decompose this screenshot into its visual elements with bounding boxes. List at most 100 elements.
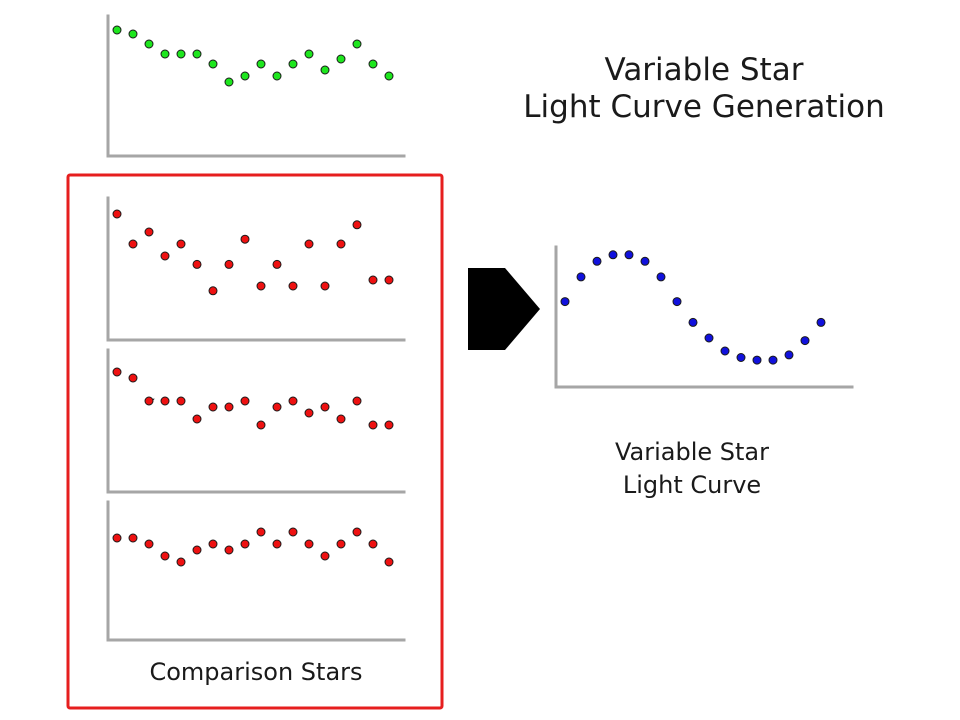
target-star-point-18 [384,71,394,81]
diagram-title-line-1: Variable Star [605,52,804,88]
comparison-star-1-point-9 [240,234,250,244]
variable-star-point-4 [608,250,618,260]
comparison-stars-caption: Comparison Stars [149,658,362,686]
comparison-star-3-point-10 [256,527,266,537]
variable-star-point-14 [768,355,778,365]
comparison-star-2-point-1 [112,367,122,377]
comparison-star-2-point-3 [144,396,154,406]
comparison-star-2-point-5 [176,396,186,406]
variable-star-point-7 [656,272,666,282]
diagram-title-line-2: Light Curve Generation [523,89,884,125]
comparison-star-3-point-4 [160,551,170,561]
comparison-star-2-point-17 [368,420,378,430]
comparison-star-2-point-11 [272,402,282,412]
variable-star-point-16 [800,336,810,346]
comparison-star-1-point-14 [320,281,330,291]
comparison-star-3-point-18 [384,557,394,567]
comparison-star-2-point-12 [288,396,298,406]
comparison-star-2-point-15 [336,414,346,424]
comparison-star-2-point-16 [352,396,362,406]
variable-star-point-2 [576,272,586,282]
comparison-star-1-point-4 [160,251,170,261]
target-star-point-14 [320,65,330,75]
comparison-star-2-axes [106,348,406,494]
target-star-point-15 [336,54,346,64]
comparison-star-3-point-7 [208,539,218,549]
comparison-star-3-point-13 [304,539,314,549]
variable-star-point-12 [736,353,746,362]
target-star-point-6 [192,49,202,59]
comparison-star-1-point-12 [288,281,298,291]
comparison-star-1-point-6 [192,259,202,269]
target-star-point-1 [112,25,122,35]
comparison-star-3-point-15 [336,539,346,549]
target-star-point-12 [288,59,298,69]
comparison-star-1-point-17 [368,275,378,285]
comparison-star-2-point-10 [256,420,266,430]
target-star-point-13 [304,49,314,59]
comparison-star-1-point-8 [224,259,234,269]
comparison-star-3-point-2 [128,533,138,543]
comparison-star-2-point-2 [128,373,138,383]
variable-star-point-15 [784,350,794,360]
comparison-star-1-point-5 [176,239,186,249]
variable-star-point-11 [720,346,730,356]
variable-star-point-3 [592,256,602,266]
comparison-star-3-point-1 [112,533,122,543]
comparison-star-1-point-16 [352,220,362,230]
target-star-point-17 [368,59,378,69]
comparison-star-1-point-10 [256,281,266,291]
comparison-star-2-point-6 [192,414,202,424]
comparison-star-1-point-11 [272,259,282,269]
comparison-star-2-point-7 [208,402,218,412]
comparison-star-3-point-12 [288,527,298,537]
comparison-star-3-axes [106,500,406,642]
target-star-point-7 [208,59,218,69]
target-star-point-9 [240,71,250,81]
comparison-star-3-point-9 [240,539,250,549]
comparison-star-1-point-18 [384,275,394,285]
comparison-star-1-point-1 [112,209,122,219]
variable-star-point-17 [816,317,826,327]
variable-star-point-13 [752,355,762,365]
comparison-star-1-point-13 [304,239,314,249]
variable-star-caption-line-1: Variable Star [615,438,769,466]
comparison-star-1-point-2 [128,239,138,249]
variable-star-plot [554,245,854,389]
variable-star-point-9 [688,317,698,327]
comparison-star-3-point-14 [320,551,330,561]
comparison-star-plot-1 [106,196,406,342]
variable-star-point-5 [624,250,634,260]
variable-star-point-10 [704,333,714,343]
target-star-point-8 [224,77,234,87]
comparison-star-1-point-3 [144,227,154,237]
comparison-star-3-point-11 [272,539,282,549]
variable-star-axes [554,245,854,389]
target-star-point-16 [352,39,362,49]
comparison-star-3-point-16 [352,527,362,537]
comparison-star-3-point-3 [144,539,154,549]
variable-star-point-6 [640,256,650,266]
variable-star-point-1 [560,297,570,307]
arrow-right-icon [468,268,540,350]
target-star-point-11 [272,71,282,81]
target-star-axes [106,14,406,158]
comparison-star-2-point-18 [384,420,394,430]
variable-star-point-8 [672,297,682,307]
comparison-star-plot-3 [106,500,406,642]
target-star-point-3 [144,39,154,49]
comparison-star-2-point-4 [160,396,170,406]
target-star-plot [106,14,406,158]
target-star-point-2 [128,29,138,39]
comparison-star-3-point-6 [192,545,202,555]
target-star-point-5 [176,49,186,59]
comparison-star-1-point-15 [336,239,346,249]
comparison-star-3-point-5 [176,557,186,567]
comparison-star-plot-2: ~ [106,348,406,494]
comparison-star-1-axes [106,196,406,342]
comparison-stars-frame [66,173,444,710]
variable-star-caption-line-2: Light Curve [623,471,761,499]
comparison-star-2-point-9 [240,396,250,406]
comparison-star-2-point-14 [320,402,330,412]
